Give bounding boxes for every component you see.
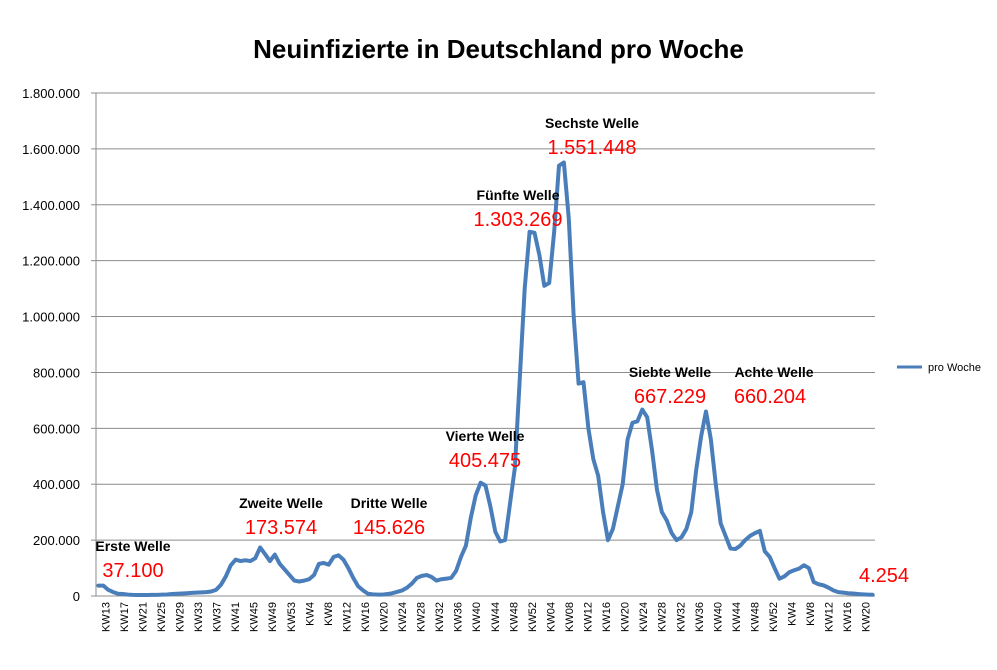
x-tick-label: KW4 [304,602,316,626]
x-tick-label: KW40 [712,602,724,632]
y-tick-label: 0 [73,589,80,604]
x-tick-label: KW8 [323,602,335,626]
x-tick-label: KW44 [731,602,743,632]
x-tick-label: KW20 [620,602,632,632]
x-tick-label: KW32 [434,602,446,632]
gridlines [91,92,875,597]
x-tick-label: KW53 [286,602,298,632]
x-tick-label: KW28 [416,602,428,632]
y-tick-label: 1.200.000 [22,254,80,269]
annotations: Erste Welle 37.100 Zweite Welle 173.574 Drit… [95,115,909,587]
annotation-label: Dritte Welle [351,495,428,511]
x-axis-ticks: KW13 KW17 KW21 KW25 KW29 KW33 KW37 KW41 KW45 KW49… [100,602,872,632]
x-tick-label: KW21 [137,602,149,632]
series-line-pro-woche [96,160,875,598]
x-tick-label: KW13 [100,602,112,632]
x-tick-label: KW29 [175,602,187,632]
annotation-label: Vierte Welle [446,428,525,444]
annotation-value: 173.574 [245,517,317,539]
x-tick-label: KW12 [824,602,836,632]
x-tick-label: KW40 [471,602,483,632]
annotation-value: 4.254 [859,565,909,587]
x-tick-label: KW16 [842,602,854,632]
x-tick-label: KW49 [267,602,279,632]
y-tick-label: 600.000 [33,421,80,436]
y-tick-label: 1.400.000 [22,198,80,213]
x-tick-label: KW48 [508,602,520,632]
y-tick-label: 1.000.000 [22,310,80,325]
x-tick-label: KW52 [527,602,539,632]
x-tick-label: KW24 [638,602,650,632]
x-tick-label: KW48 [749,602,761,632]
x-tick-label: KW36 [453,602,465,632]
x-tick-label: KW20 [861,602,873,632]
chart-title: Neuinfizierte in Deutschland pro Woche [253,34,744,64]
annotation-label: Sechste Welle [545,115,639,131]
annotation-value: 405.475 [449,450,521,472]
annotation-label: Fünfte Welle [477,187,560,203]
x-tick-label: KW04 [545,602,557,632]
x-tick-label: KW41 [230,602,242,632]
x-tick-label: KW25 [156,602,168,632]
x-tick-label: KW33 [193,602,205,632]
y-tick-label: 800.000 [33,365,80,380]
x-tick-label: KW28 [657,602,669,632]
x-tick-label: KW20 [379,602,391,632]
x-tick-label: KW08 [564,602,576,632]
x-tick-label: KW44 [490,602,502,632]
y-tick-label: 200.000 [33,533,80,548]
x-tick-label: KW4 [787,602,799,626]
annotation-label: Zweite Welle [239,495,323,511]
x-tick-label: KW16 [360,602,372,632]
y-axis-ticks: 0 200.000 400.000 600.000 800.000 1.000.000 1.… [22,86,80,604]
y-tick-label: 1.600.000 [22,142,80,157]
x-tick-label: KW32 [675,602,687,632]
legend: pro Woche [897,362,981,374]
annotation-value: 145.626 [353,517,425,539]
annotation-label: Achte Welle [734,364,813,380]
annotation-label: Siebte Welle [629,364,711,380]
legend-label: pro Woche [928,362,981,374]
x-tick-label: KW24 [397,602,409,632]
x-tick-label: KW12 [341,602,353,632]
x-tick-label: KW36 [694,602,706,632]
annotation-value: 667.229 [634,386,706,408]
annotation-value: 1.303.269 [474,209,563,231]
x-tick-label: KW8 [805,602,817,626]
annotation-value: 660.204 [734,386,806,408]
x-tick-label: KW16 [601,602,613,632]
x-tick-label: KW45 [249,602,261,632]
x-tick-label: KW17 [119,602,131,632]
y-tick-label: 400.000 [33,477,80,492]
y-tick-label: 1.800.000 [22,86,80,101]
x-tick-label: KW12 [583,602,595,632]
annotation-value: 37.100 [102,560,163,582]
series-layer [96,160,875,598]
x-tick-label: KW52 [768,602,780,632]
x-tick-label: KW37 [212,602,224,632]
annotation-value: 1.551.448 [548,137,637,159]
annotation-label: Erste Welle [95,538,170,554]
